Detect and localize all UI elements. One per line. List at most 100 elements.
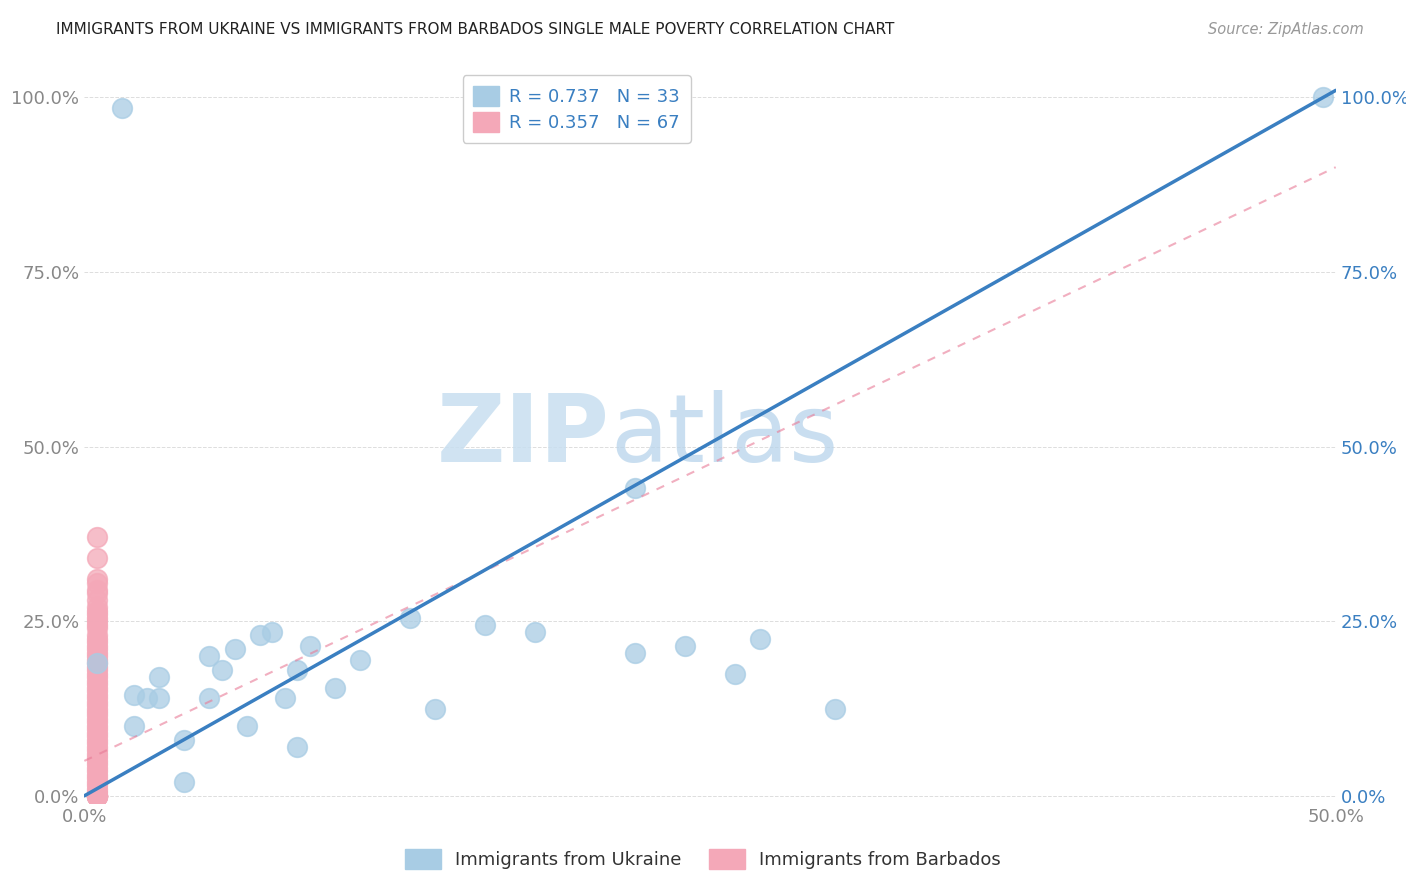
Point (86, 736, 108, 750)
Point (349, 652, 371, 666)
Point (86, 684, 108, 698)
Point (86, 733, 108, 747)
Point (724, 666, 747, 681)
Point (86, 739, 108, 754)
Text: Source: ZipAtlas.com: Source: ZipAtlas.com (1208, 22, 1364, 37)
Point (262, 624, 284, 639)
Point (86, 757, 108, 772)
Legend: R = 0.737   N = 33, R = 0.357   N = 67: R = 0.737 N = 33, R = 0.357 N = 67 (463, 75, 692, 143)
Point (86, 789, 108, 803)
Point (86, 607, 108, 622)
Point (86, 677, 108, 691)
Point (86, 681, 108, 695)
Point (86, 719, 108, 733)
Point (86, 649, 108, 664)
Point (86, 666, 108, 681)
Text: atlas: atlas (610, 391, 838, 483)
Point (86, 730, 108, 744)
Point (86, 705, 108, 719)
Point (86, 761, 108, 775)
Point (86, 726, 108, 740)
Point (86, 764, 108, 779)
Point (298, 639, 321, 653)
Point (86, 635, 108, 649)
Point (86, 789, 108, 803)
Point (323, 681, 346, 695)
Point (86, 572, 108, 586)
Point (111, 101, 134, 115)
Point (86, 659, 108, 673)
Point (86, 600, 108, 615)
Point (86, 646, 108, 660)
Point (86, 582, 108, 597)
Point (198, 649, 221, 664)
Point (86, 663, 108, 677)
Point (86, 789, 108, 803)
Point (523, 624, 546, 639)
Point (86, 673, 108, 688)
Point (86, 747, 108, 761)
Point (86, 642, 108, 657)
Point (86, 621, 108, 635)
Point (86, 715, 108, 730)
Point (86, 604, 108, 618)
Point (124, 719, 146, 733)
Point (824, 701, 846, 715)
Point (86, 694, 108, 708)
Point (198, 691, 221, 706)
Point (285, 739, 308, 754)
Point (249, 628, 271, 642)
Legend: Immigrants from Ukraine, Immigrants from Barbados: Immigrants from Ukraine, Immigrants from… (396, 839, 1010, 879)
Point (86, 656, 108, 670)
Point (423, 701, 446, 715)
Point (86, 701, 108, 715)
Point (86, 712, 108, 726)
Point (173, 733, 195, 747)
Point (673, 639, 696, 653)
Text: ZIP: ZIP (437, 391, 610, 483)
Point (86, 691, 108, 706)
Point (86, 617, 108, 632)
Point (86, 688, 108, 702)
Point (211, 663, 233, 677)
Point (86, 551, 108, 566)
Point (86, 670, 108, 684)
Point (236, 719, 259, 733)
Point (474, 617, 496, 632)
Point (86, 723, 108, 737)
Point (1312, 90, 1334, 104)
Point (749, 632, 772, 646)
Point (86, 628, 108, 642)
Point (86, 789, 108, 803)
Point (86, 575, 108, 590)
Point (86, 768, 108, 782)
Point (86, 698, 108, 712)
Text: IMMIGRANTS FROM UKRAINE VS IMMIGRANTS FROM BARBADOS SINGLE MALE POVERTY CORRELAT: IMMIGRANTS FROM UKRAINE VS IMMIGRANTS FR… (56, 22, 894, 37)
Point (273, 691, 295, 706)
Point (86, 789, 108, 803)
Point (86, 789, 108, 803)
Point (86, 614, 108, 628)
Point (86, 708, 108, 723)
Point (624, 482, 647, 496)
Point (224, 642, 246, 657)
Point (86, 656, 108, 670)
Point (398, 610, 420, 624)
Point (86, 593, 108, 607)
Point (86, 789, 108, 803)
Point (86, 639, 108, 653)
Point (148, 670, 170, 684)
Point (86, 754, 108, 768)
Point (285, 663, 308, 677)
Point (86, 610, 108, 624)
Point (624, 646, 647, 660)
Point (124, 688, 146, 702)
Point (86, 743, 108, 757)
Point (86, 781, 108, 796)
Point (136, 691, 159, 706)
Point (86, 772, 108, 786)
Point (86, 586, 108, 600)
Point (86, 530, 108, 544)
Point (173, 775, 195, 789)
Point (86, 632, 108, 646)
